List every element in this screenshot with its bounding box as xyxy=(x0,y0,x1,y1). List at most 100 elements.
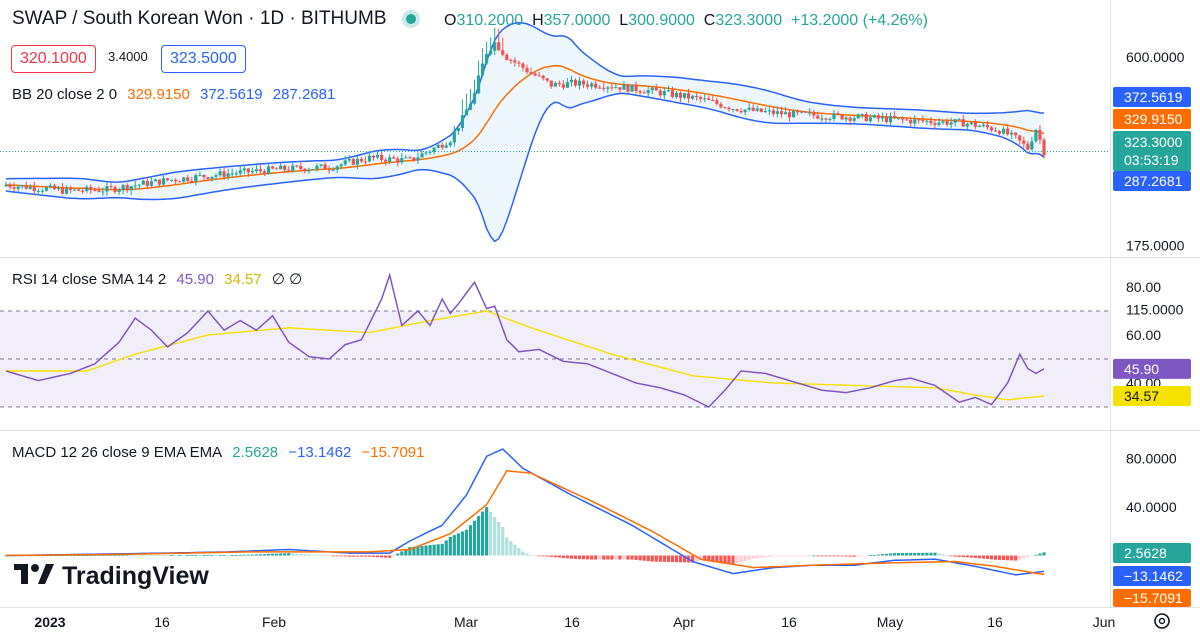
last-price-tag-bg xyxy=(1113,131,1191,171)
macd-histogram-bar xyxy=(646,555,650,562)
candle xyxy=(711,99,715,101)
candle xyxy=(630,84,634,92)
macd-histogram-bar xyxy=(880,554,885,556)
candle xyxy=(141,180,145,185)
candle xyxy=(8,184,12,188)
candle xyxy=(864,114,868,122)
macd-hist-tag-text: 2.5628 xyxy=(1124,545,1167,561)
candle xyxy=(12,187,16,189)
macd-histogram-bar xyxy=(913,552,917,556)
candle xyxy=(93,190,97,192)
macd-histogram-bar xyxy=(997,555,1002,560)
price-tick-label: 600.0000 xyxy=(1126,49,1185,65)
candle xyxy=(1002,128,1006,134)
macd-histogram-bar xyxy=(678,555,683,563)
macd-histogram-bar xyxy=(884,553,889,556)
macd-histogram-bar xyxy=(258,554,263,556)
macd-histogram-bar xyxy=(852,555,856,557)
candle xyxy=(1042,139,1046,156)
macd-histogram-bar xyxy=(525,553,529,556)
macd-histogram-bar xyxy=(456,533,460,556)
candle xyxy=(20,185,24,187)
candle xyxy=(384,159,388,162)
macd-histogram-bar xyxy=(460,531,464,556)
candle xyxy=(707,98,711,100)
macd-histogram-bar xyxy=(472,520,477,556)
macd-histogram-bar xyxy=(396,553,400,556)
macd-histogram-bar xyxy=(654,555,658,562)
candle xyxy=(565,82,570,88)
settings-gear-icon[interactable] xyxy=(1154,613,1170,629)
macd-histogram-bar xyxy=(622,555,626,560)
macd-histogram-bar xyxy=(808,555,812,557)
candle xyxy=(945,121,949,125)
sell-price-button[interactable]: 320.1000 xyxy=(11,45,96,73)
macd-histogram-bar xyxy=(81,555,85,556)
candle xyxy=(856,114,860,119)
macd-histogram-bar xyxy=(1030,555,1034,557)
rsi-line xyxy=(5,272,1045,408)
macd-histogram-bar xyxy=(452,535,456,556)
candle xyxy=(323,164,327,170)
candle xyxy=(157,179,162,185)
candle xyxy=(513,60,517,63)
macd-histogram-bar xyxy=(876,554,881,556)
macd-histogram-bar xyxy=(598,555,602,560)
candle xyxy=(836,113,840,115)
candle xyxy=(238,170,242,174)
time-tick-label: 16 xyxy=(781,614,797,630)
candle xyxy=(602,87,606,89)
macd-histogram-bar xyxy=(973,555,977,558)
candle xyxy=(137,184,141,186)
candle xyxy=(73,189,77,191)
macd-histogram-bar xyxy=(1002,555,1006,561)
symbol-title[interactable]: SWAP / South Korean Won · 1D · BITHUMB xyxy=(12,8,387,29)
macd-value-tag-bg xyxy=(1113,566,1191,586)
candle xyxy=(610,87,614,89)
buy-price-button[interactable]: 323.5000 xyxy=(161,45,246,73)
macd-histogram-bar xyxy=(327,555,331,557)
macd-histogram-bar xyxy=(194,555,198,556)
candle xyxy=(77,189,81,191)
bb-upper-price-tag: 372.5619 xyxy=(1113,87,1191,107)
bb-legend[interactable]: BB 20 close 2 0 329.9150 372.5619 287.26… xyxy=(12,86,341,103)
candle xyxy=(594,83,598,88)
market-open-icon xyxy=(406,14,416,24)
rsi-legend[interactable]: RSI 14 close SMA 14 2 45.90 34.57 ∅ ∅ xyxy=(12,270,308,288)
candle xyxy=(755,108,759,111)
macd-histogram-bar xyxy=(929,552,933,556)
macd-histogram-bar xyxy=(650,555,654,562)
macd-value: −13.1462 xyxy=(288,444,352,461)
macd-histogram-bar xyxy=(832,555,836,557)
ohlc-readout: O310.2000 H357.0000 L300.9000 C323.3000 … xyxy=(444,12,928,29)
rsi-sma-value: 34.57 xyxy=(224,271,262,288)
candle xyxy=(420,153,424,158)
candle xyxy=(933,123,937,125)
candle xyxy=(646,90,650,94)
time-tick-label: Jun xyxy=(1093,614,1116,630)
candle xyxy=(989,127,994,131)
macd-histogram-bar xyxy=(618,555,622,560)
candle xyxy=(202,174,206,178)
macd-histogram-bar xyxy=(436,544,440,556)
candle xyxy=(598,87,602,89)
rsi-sma-line xyxy=(6,310,1045,401)
macd-legend[interactable]: MACD 12 26 close 9 EMA EMA 2.5628 −13.14… xyxy=(12,444,430,461)
macd-histogram-bar xyxy=(432,544,436,556)
macd-histogram-bar xyxy=(428,545,432,556)
rsi-sma-tag-text: 34.57 xyxy=(1124,388,1159,404)
candle xyxy=(622,84,626,90)
macd-histogram-bar xyxy=(872,554,876,556)
macd-histogram-bar xyxy=(505,537,509,556)
macd-histogram-bar xyxy=(581,555,586,560)
macd-histogram-bar xyxy=(892,553,897,556)
candle xyxy=(816,115,820,119)
candle xyxy=(182,177,186,182)
bb-basis-value: 329.9150 xyxy=(127,86,190,103)
candle xyxy=(149,181,154,186)
macd-histogram-bar xyxy=(384,555,388,558)
macd-histogram-bar xyxy=(174,555,178,556)
candle xyxy=(380,154,384,160)
price-tick-label: 115.0000 xyxy=(1126,301,1184,317)
